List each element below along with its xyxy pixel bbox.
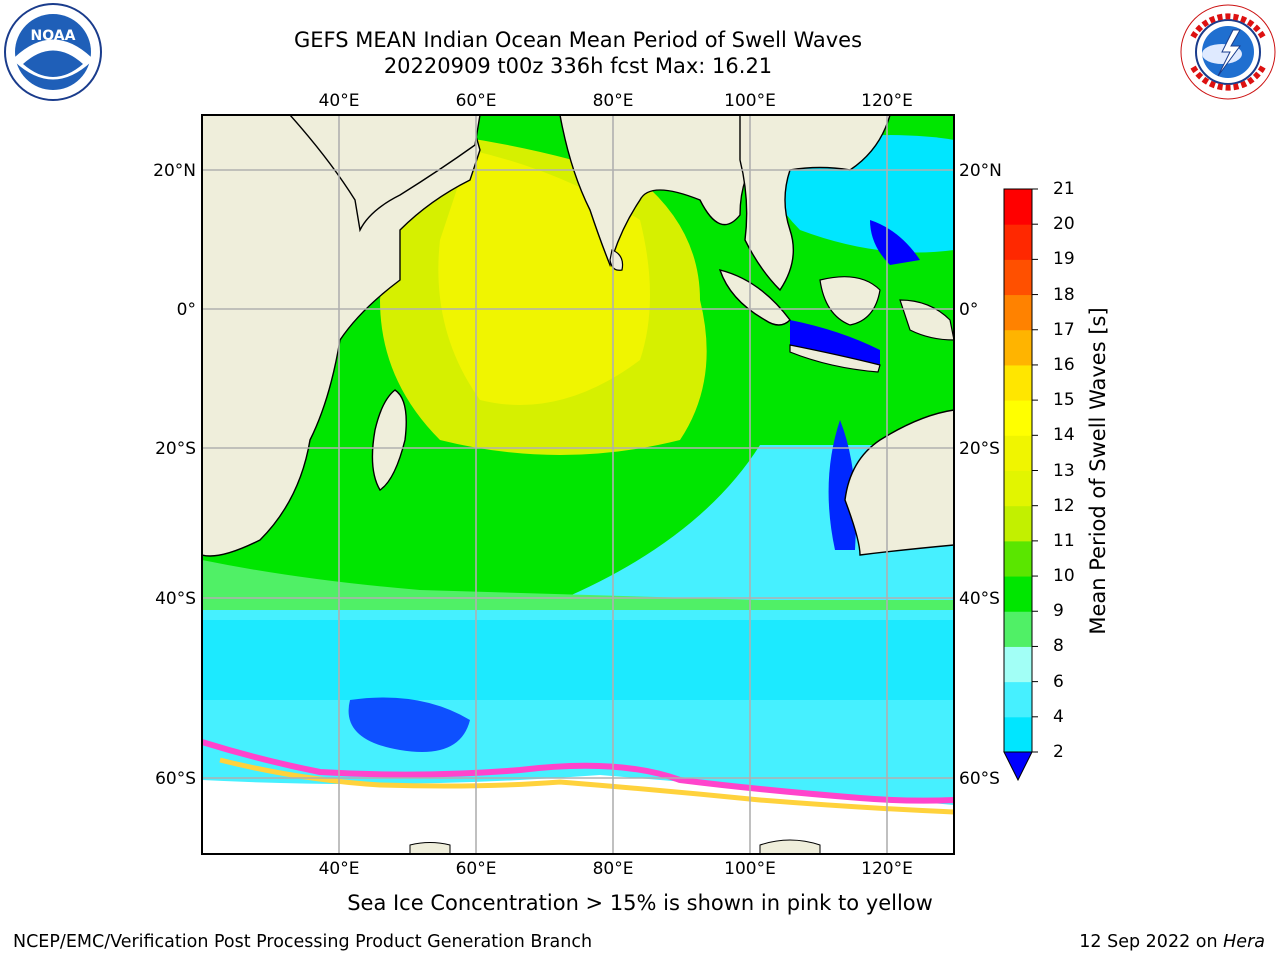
colorbar [1003,188,1038,782]
sea-ice-note: Sea Ice Concentration > 15% is shown in … [347,891,933,915]
lon-label: 80°E [593,91,634,111]
colorbar-segment [1004,576,1032,612]
colorbar-tick-label: 6 [1053,671,1064,692]
colorbar-segment [1004,259,1032,296]
sumatra-land [718,269,791,326]
machine-name: Hera [1223,932,1265,952]
australia-land [844,409,954,556]
lon-label: 120°E [861,859,913,879]
lon-labels-bottom: 40°E 60°E 80°E 100°E 120°E [319,859,913,879]
colorbar-tick-label: 2 [1053,742,1064,762]
colorbar-segment [1004,470,1032,507]
madagascar-land [371,389,407,491]
band-2-4-coast [828,420,856,550]
colorbar-segment [1004,646,1032,683]
antarctic-region [202,775,954,854]
lat-label: 40°S [155,589,196,609]
date-text: 12 Sep 2022 on [1079,932,1224,952]
map-frame [201,114,955,855]
map-title: GEFS MEAN Indian Ocean Mean Period of Sw… [293,28,863,52]
lon-label: 100°E [724,859,776,879]
credit-text: NCEP/EMC/Verification Post Processing Pr… [13,932,593,952]
colorbar-tick-label: 18 [1053,284,1075,305]
colorbar-tick-label: 20 [1053,214,1075,235]
gridlines [202,115,954,854]
new-guinea-land [899,299,954,341]
java-land [789,344,881,373]
colorbar-segment [1004,611,1032,647]
colorbar-segment [1004,189,1032,225]
colorbar-segment [1004,224,1032,260]
colorbar-tick-label: 15 [1053,390,1075,411]
colorbar-segment [1004,716,1032,753]
colorbar-segment [1004,540,1032,577]
colorbar-segment [1004,294,1032,331]
colorbar-tick-label: 19 [1053,249,1075,270]
colorbar-segment [1004,364,1032,401]
colorbar-extend-triangle [1003,751,1033,782]
colorbar-segment [1004,435,1032,471]
band-2-4-patch [348,697,470,752]
lat-label: 60°S [959,769,1000,789]
colorbar-tick-label: 17 [1053,319,1075,340]
colorbar-tick-label: 16 [1053,354,1075,375]
map-panel [202,115,954,854]
antarctica-land [409,839,821,854]
colorbar-segment [1004,400,1032,436]
lon-label: 40°E [319,859,360,879]
noaa-logo-text: NOAA [31,28,76,44]
lat-label: 60°S [155,769,196,789]
philippine-field [870,220,920,265]
nws-logo-icon [1180,4,1276,100]
colorbar-segment [1004,329,1032,366]
lon-labels-top: 40°E 60°E 80°E 100°E 120°E [319,91,913,111]
colorbar-tick-label: 21 [1053,179,1075,199]
lon-label: 40°E [319,91,360,111]
colorbar-segment [1004,681,1032,718]
lon-label: 60°E [456,859,497,879]
colorbar-tick-label: 10 [1053,566,1075,587]
sea-ice-edge [202,739,954,804]
lat-label: 20°S [959,439,1000,459]
colorbar-tick-label: 14 [1053,425,1075,446]
lon-label: 80°E [593,859,634,879]
colorbar-tick-label: 8 [1053,636,1064,657]
lat-label: 0° [177,300,196,320]
lat-labels-left: 20°N 0° 20°S 40°S 60°S [153,161,196,789]
colorbar-tick-label: 13 [1053,460,1075,481]
lat-label: 40°S [959,589,1000,609]
africa-land [202,115,481,557]
colorbar-tick-label: 9 [1053,601,1064,622]
lat-labels-right: 20°N 0° 20°S 40°S 60°S [959,161,1002,789]
colorbar-label: Mean Period of Swell Waves [s] [1086,307,1110,635]
map-subtitle: 20220909 t00z 336h fcst Max: 16.21 [383,54,773,78]
colorbar-tick-label: 4 [1053,706,1064,727]
colorbar-tick-label: 12 [1053,495,1075,516]
lat-label: 20°S [155,439,196,459]
lon-label: 120°E [861,91,913,111]
date-stamp: 12 Sep 2022 on Hera [1079,932,1265,952]
noaa-logo-icon: NOAA [4,3,102,101]
band-6-7 [202,620,954,700]
lat-label: 20°N [959,161,1002,181]
lat-label: 0° [959,300,978,320]
lat-label: 20°N [153,161,196,181]
lon-label: 60°E [456,91,497,111]
colorbar-segment [1004,505,1032,542]
lon-label: 100°E [724,91,776,111]
arabia-land [289,115,481,233]
colorbar-tick-label: 11 [1053,530,1075,551]
